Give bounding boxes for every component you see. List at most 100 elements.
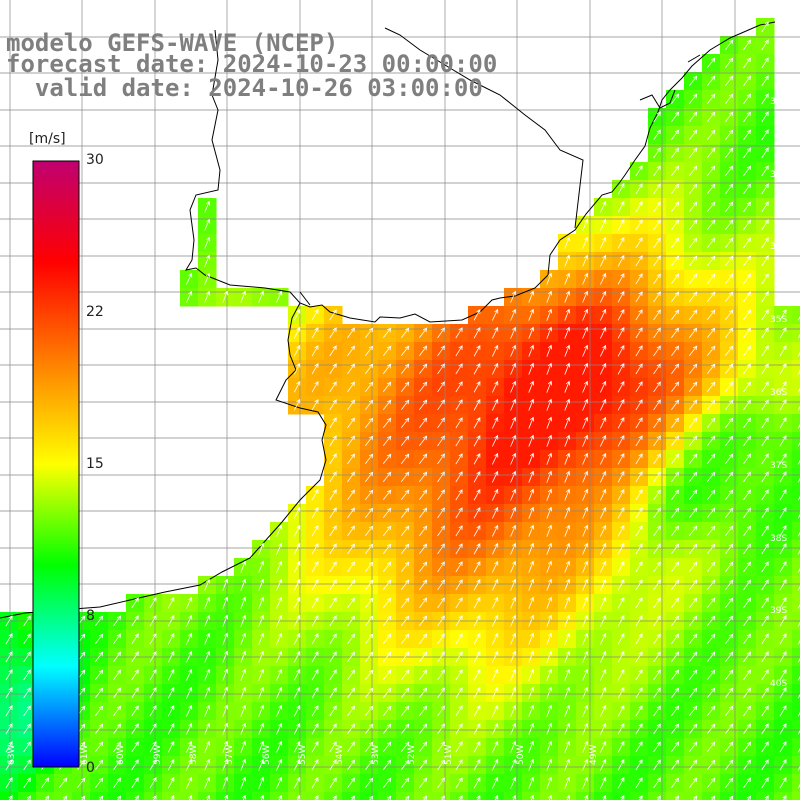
wind-arrow — [23, 777, 31, 789]
wind-arrow — [311, 741, 319, 753]
wind-arrow — [492, 488, 499, 501]
wind-cell — [396, 792, 415, 800]
wind-arrow — [419, 759, 428, 771]
wind-arrow — [688, 579, 698, 590]
wind-arrow — [653, 669, 661, 681]
wind-arrow — [5, 651, 13, 663]
wind-arrow — [293, 326, 301, 339]
wind-arrow — [41, 777, 50, 789]
wind-arrow — [671, 327, 680, 339]
wind-arrow — [528, 434, 535, 447]
wind-arrow — [761, 543, 769, 555]
wind-arrow — [564, 434, 571, 447]
wind-arrow — [600, 362, 607, 375]
wind-arrow — [674, 795, 680, 800]
wind-arrow — [688, 723, 698, 734]
wind-arrow — [797, 640, 800, 645]
wind-arrow — [511, 794, 517, 800]
wind-arrow — [600, 614, 607, 627]
wind-arrow — [743, 435, 752, 447]
wind-arrow — [400, 417, 410, 428]
wind-arrow — [437, 471, 445, 483]
wind-arrow — [725, 525, 734, 536]
wind-arrow — [419, 669, 428, 681]
wind-arrow — [706, 435, 716, 446]
wind-arrow — [382, 579, 392, 590]
wind-arrow — [276, 668, 283, 681]
wind-arrow — [258, 740, 265, 753]
wind-cell — [792, 720, 800, 739]
wind-arrow — [743, 327, 752, 339]
wind-arrow — [240, 614, 247, 627]
wind-arrow — [311, 723, 319, 735]
wind-arrow — [240, 560, 247, 573]
wind-arrow — [276, 650, 283, 663]
wind-arrow — [510, 758, 517, 771]
wind-arrow — [455, 525, 463, 537]
wind-arrow — [222, 722, 229, 735]
wind-arrow — [779, 417, 787, 429]
wind-arrow — [761, 579, 769, 591]
wind-arrow — [706, 741, 716, 752]
wind-arrow — [437, 363, 445, 375]
wind-arrow — [149, 705, 157, 717]
wind-arrow — [688, 507, 698, 518]
wind-arrow — [329, 723, 337, 735]
wind-arrow — [382, 345, 392, 356]
wind-arrow — [706, 633, 716, 644]
wind-arrow — [400, 543, 410, 554]
wind-arrow — [382, 381, 392, 392]
wind-arrow — [617, 741, 625, 753]
wind-arrow — [329, 561, 337, 573]
wind-arrow — [725, 687, 734, 698]
wind-arrow — [149, 777, 157, 789]
wind-arrow — [706, 723, 716, 734]
wind-arrow — [204, 272, 211, 285]
wind-arrow — [743, 417, 752, 429]
wind-arrow — [365, 399, 374, 410]
wind-arrow — [76, 759, 86, 770]
wind-arrow — [329, 705, 337, 717]
wind-arrow — [635, 219, 643, 231]
wind-arrow — [653, 345, 661, 357]
wind-arrow — [23, 615, 31, 627]
wind-cell — [630, 792, 649, 800]
colorbar-scale — [32, 160, 80, 768]
wind-arrow — [797, 784, 800, 789]
wind-arrow — [725, 777, 734, 788]
latitude-label: 32S — [770, 97, 787, 107]
wind-arrow — [706, 417, 716, 428]
wind-arrow — [131, 669, 139, 681]
wind-arrow — [671, 651, 680, 663]
wind-arrow — [706, 705, 716, 716]
wind-arrow — [293, 776, 301, 789]
wind-arrow — [311, 507, 319, 519]
wind-arrow — [653, 291, 661, 303]
wind-arrow — [710, 795, 716, 800]
wind-cell — [198, 792, 217, 800]
wind-arrow — [329, 687, 337, 699]
wind-arrow — [779, 579, 787, 591]
wind-arrow — [743, 309, 752, 321]
wind-arrow — [365, 543, 374, 554]
wind-arrow — [600, 560, 607, 573]
wind-arrow — [725, 363, 734, 374]
wind-arrow — [455, 363, 463, 375]
wind-arrow — [510, 614, 517, 627]
wind-arrow — [258, 704, 265, 717]
longitude-label: 59W — [153, 745, 163, 765]
wind-arrow — [528, 506, 535, 519]
colorbar — [32, 160, 80, 768]
wind-arrow — [528, 740, 535, 753]
wind-arrow — [186, 650, 193, 663]
wind-arrow — [671, 435, 680, 447]
wind-arrow — [725, 705, 734, 716]
latitude-label: 33S — [770, 170, 787, 180]
wind-arrow — [564, 272, 571, 285]
wind-arrow — [617, 417, 625, 429]
wind-arrow — [725, 237, 734, 248]
wind-arrow — [240, 596, 247, 609]
wind-arrow — [204, 758, 211, 771]
wind-arrow — [311, 489, 319, 501]
wind-arrow — [617, 435, 625, 447]
